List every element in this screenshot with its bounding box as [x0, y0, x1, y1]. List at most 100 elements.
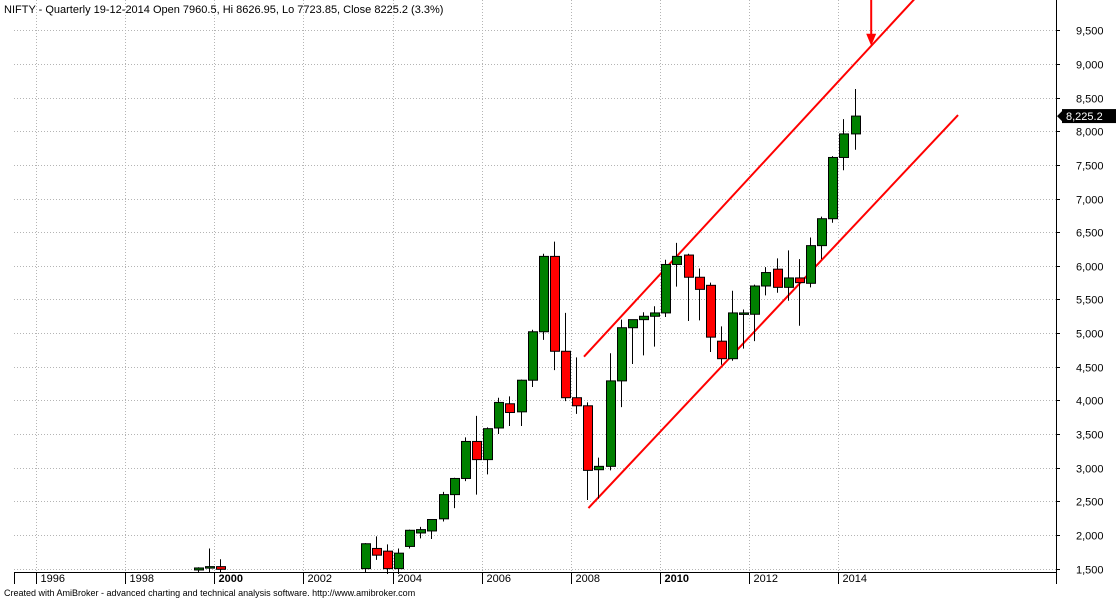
- candle-up: [750, 284, 760, 342]
- candle-body: [505, 403, 515, 414]
- y-axis: 1,500 2,000 2,500 3,000 3,500 4,000 4,500 5,000…: [1056, 26, 1104, 577]
- candle-body: [572, 397, 582, 407]
- candle-body: [773, 268, 783, 288]
- candle-down: [717, 326, 727, 365]
- y-tick-label: 7,500: [1076, 161, 1104, 173]
- candle-body: [583, 405, 593, 471]
- last-price-label: 8,225.2: [1066, 111, 1103, 123]
- candle-body: [394, 552, 404, 570]
- candle-down: [550, 241, 560, 371]
- candle-up: [528, 329, 538, 387]
- candles: [194, 89, 861, 575]
- y-tick-label: 3,000: [1076, 464, 1104, 476]
- candle-up: [405, 529, 415, 549]
- candle-up: [672, 242, 682, 287]
- candle-up: [483, 427, 493, 475]
- arrow-head: [866, 33, 877, 46]
- candle-body: [461, 440, 471, 479]
- candle-body: [517, 379, 527, 413]
- candle-body: [661, 263, 671, 314]
- candle-body: [817, 218, 827, 247]
- candle-down: [505, 396, 515, 426]
- candle-body: [650, 312, 660, 317]
- candle-body: [427, 519, 437, 532]
- candle-body: [561, 350, 571, 399]
- last-price-pointer: [1057, 111, 1062, 122]
- candle-down: [695, 268, 705, 321]
- x-tick-label: 1998: [130, 573, 154, 585]
- grid-lines: [14, 0, 1056, 572]
- candle-up: [617, 319, 627, 408]
- channel-line-lower: [587, 114, 959, 509]
- candle-body: [784, 277, 794, 288]
- candle-up: [828, 156, 838, 223]
- candle-up: [639, 312, 649, 356]
- candle-up: [205, 548, 215, 572]
- candle-up: [361, 543, 371, 572]
- candle-body: [684, 254, 694, 278]
- footer-credit: Created with AmiBroker - advanced charti…: [4, 588, 415, 598]
- x-tick-label: 2006: [487, 573, 511, 585]
- candle-down: [583, 402, 593, 500]
- candle-body: [372, 547, 382, 556]
- candle-body: [539, 255, 549, 333]
- candle-down: [561, 312, 571, 402]
- y-tick-label: 7,000: [1076, 195, 1104, 207]
- candle-body: [439, 494, 449, 520]
- candle-up: [394, 548, 404, 575]
- y-tick-label: 6,000: [1076, 262, 1104, 274]
- candle-body: [194, 567, 204, 571]
- candle-body: [472, 440, 482, 461]
- candle-body: [606, 380, 616, 467]
- candle-down: [572, 357, 582, 414]
- candle-up: [650, 306, 660, 347]
- candle-body: [383, 550, 393, 570]
- x-tick-label: 2012: [754, 573, 778, 585]
- candle-body: [795, 277, 805, 284]
- trend-channel: [583, 0, 959, 509]
- candle-body: [550, 255, 560, 352]
- candle-body: [695, 276, 705, 290]
- x-axis: 1996 1998 2000 2002 2004 2006 2008 2010 2012 2014: [36, 572, 867, 585]
- candle-up: [427, 519, 437, 540]
- x-tick-label: 1996: [41, 573, 65, 585]
- last-price-badge-bg: [1062, 109, 1116, 124]
- candle-body: [628, 319, 638, 329]
- candle-body: [839, 133, 849, 158]
- candle-up: [539, 253, 549, 340]
- candle-body: [672, 255, 682, 265]
- candle-up: [606, 353, 616, 471]
- y-tick-label: 3,500: [1076, 430, 1104, 442]
- candle-down: [372, 536, 382, 560]
- candle-body: [494, 401, 504, 429]
- y-tick-label: 4,500: [1076, 363, 1104, 375]
- candle-body: [739, 312, 749, 315]
- x-tick-label: 2002: [308, 573, 332, 585]
- y-tick-label: 5,500: [1076, 295, 1104, 307]
- candle-body: [594, 465, 604, 471]
- plot-frame: [14, 0, 1057, 584]
- candle-body: [416, 529, 426, 534]
- candle-up: [439, 491, 449, 522]
- x-tick-label: 2014: [843, 573, 867, 585]
- candle-down: [684, 253, 694, 321]
- candle-body: [361, 543, 371, 570]
- candle-up: [494, 397, 504, 435]
- candle-body: [205, 566, 215, 569]
- candle-down: [706, 282, 716, 352]
- candle-body: [828, 156, 838, 220]
- y-tick-label: 9,000: [1076, 60, 1104, 72]
- y-tick-label: 6,500: [1076, 228, 1104, 240]
- candle-body: [806, 245, 816, 284]
- candle-up: [739, 309, 749, 349]
- candle-body: [750, 285, 760, 315]
- candle-up: [817, 216, 827, 260]
- candle-body: [528, 331, 538, 381]
- candle-up: [806, 237, 816, 288]
- candle-up: [761, 267, 771, 296]
- x-tick-label: 2004: [398, 573, 422, 585]
- candle-body: [717, 340, 727, 360]
- candle-up: [628, 319, 638, 365]
- candle-up: [517, 379, 527, 426]
